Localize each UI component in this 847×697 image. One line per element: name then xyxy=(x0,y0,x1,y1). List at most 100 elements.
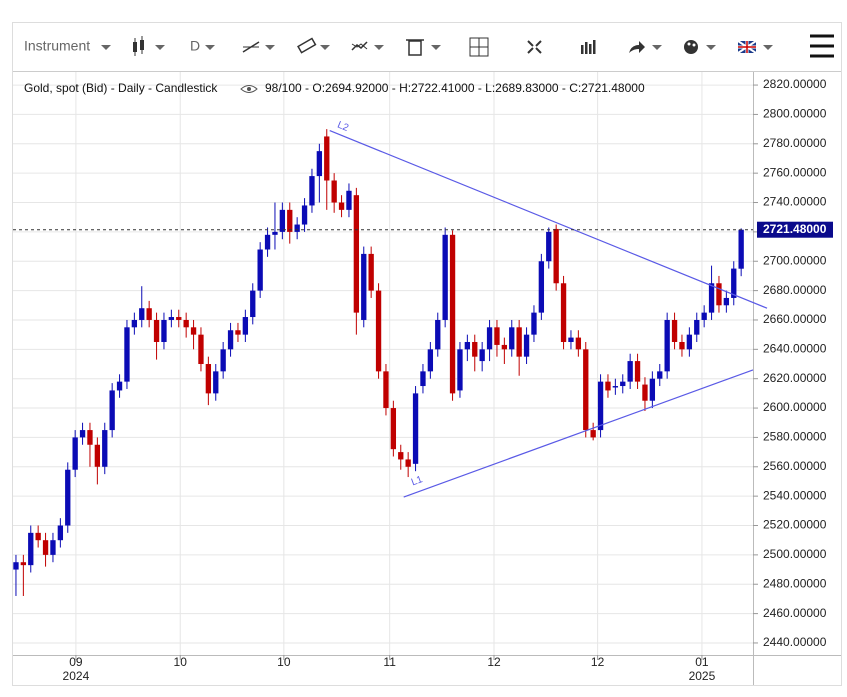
candle-body xyxy=(575,337,582,350)
candle-body xyxy=(716,283,722,306)
candle-body xyxy=(176,317,182,320)
candle-body xyxy=(642,384,648,401)
candle-body xyxy=(146,308,152,320)
candle-body xyxy=(723,297,730,306)
candle-body xyxy=(272,231,278,235)
x-tick-label: 11 xyxy=(383,655,396,669)
candle-body xyxy=(375,290,382,372)
candle-body xyxy=(168,317,175,320)
y-tick-label: 2740.00000 xyxy=(763,195,827,209)
menu-button[interactable] xyxy=(810,34,834,58)
candle-body xyxy=(531,312,537,335)
candle-body xyxy=(671,319,678,342)
candle-body xyxy=(649,378,656,401)
toolbar-bg xyxy=(13,23,841,71)
eye-icon[interactable] xyxy=(240,85,258,93)
candle-body xyxy=(205,364,212,394)
candle-body xyxy=(65,469,71,526)
chart-type-button[interactable] xyxy=(133,36,165,56)
x-tick-label: 12 xyxy=(591,655,605,669)
candle-body xyxy=(50,540,56,555)
candle-body xyxy=(634,361,641,382)
draw-line-button[interactable] xyxy=(242,41,275,53)
plot xyxy=(13,72,753,655)
trend-line-label: L1 xyxy=(410,474,425,488)
candle-body xyxy=(701,312,707,320)
instrument-menu[interactable]: Instrument xyxy=(24,38,90,54)
language-button[interactable] xyxy=(737,40,773,54)
candle-body xyxy=(620,381,626,387)
candle-body xyxy=(435,319,441,350)
candle-body xyxy=(72,437,78,470)
candle-body xyxy=(390,408,397,450)
fullscreen-button[interactable] xyxy=(527,40,542,54)
y-tick-label: 2660.00000 xyxy=(763,312,827,326)
period-menu[interactable]: D xyxy=(190,38,200,54)
candle-body xyxy=(546,231,552,262)
candle-body xyxy=(346,190,352,210)
candle-body xyxy=(731,268,737,298)
candle-body xyxy=(227,330,234,350)
candle-body xyxy=(42,540,49,555)
candle-body xyxy=(309,176,315,206)
y-tick-label: 2440.00000 xyxy=(763,635,827,649)
share-button[interactable] xyxy=(629,41,662,53)
candle-body xyxy=(494,327,500,345)
candle-body xyxy=(605,381,611,391)
y-tick-label: 2640.00000 xyxy=(763,342,827,356)
candle-body xyxy=(250,290,256,318)
candle-body xyxy=(331,180,337,203)
crosshair-button[interactable] xyxy=(469,37,489,57)
candle-body xyxy=(738,229,744,269)
candle-body xyxy=(657,371,663,379)
y-tick-label: 2460.00000 xyxy=(763,606,827,620)
y-tick-label: 2760.00000 xyxy=(763,165,827,179)
y-tick-label: 2500.00000 xyxy=(763,547,827,561)
delete-button[interactable] xyxy=(406,39,441,56)
candle-body xyxy=(442,234,448,320)
candle-body xyxy=(338,202,345,210)
y-tick-label: 2520.00000 xyxy=(763,518,827,532)
y-tick-label: 2680.00000 xyxy=(763,283,827,297)
trend-line-label: L2 xyxy=(336,120,351,135)
candle-body xyxy=(316,151,323,177)
candle-body xyxy=(472,341,478,357)
theme-button[interactable] xyxy=(684,40,716,54)
candle-body xyxy=(412,393,419,464)
ohlc-info: 98/100 - O:2694.92000 - H:2722.41000 - L… xyxy=(265,81,645,95)
candle-body xyxy=(57,525,64,541)
candle-body xyxy=(398,452,404,460)
candle-body xyxy=(516,327,522,357)
indicators-button[interactable] xyxy=(581,40,596,54)
x-tick-label: 01 xyxy=(695,655,709,669)
candle-body xyxy=(116,381,123,391)
trend-line xyxy=(403,369,754,498)
candle-body xyxy=(464,341,471,350)
y-tick-label: 2820.00000 xyxy=(763,77,827,91)
candle-body xyxy=(538,261,545,313)
candle-body xyxy=(257,249,263,291)
candle-body xyxy=(353,195,360,313)
candle-body xyxy=(264,234,271,250)
candle-body xyxy=(28,532,34,566)
x-tick-label: 10 xyxy=(277,655,291,669)
candle-body xyxy=(590,430,596,438)
candle-body xyxy=(13,562,19,570)
candle-body xyxy=(235,330,241,335)
candle-body xyxy=(109,390,115,431)
y-tick-label: 2600.00000 xyxy=(763,400,827,414)
candle-body xyxy=(553,228,559,284)
measure-button[interactable] xyxy=(297,37,330,54)
y-tick-label: 2580.00000 xyxy=(763,430,827,444)
candle-body xyxy=(583,349,589,431)
candle-body xyxy=(449,234,456,394)
candle-body xyxy=(190,327,197,335)
candle-body xyxy=(523,334,530,357)
pattern-button[interactable] xyxy=(351,41,384,51)
candle-body xyxy=(294,224,300,232)
candle-body xyxy=(361,253,367,320)
candle-body xyxy=(213,371,219,394)
year-label: 2025 xyxy=(689,669,716,683)
candle-body xyxy=(501,344,508,350)
candle-body xyxy=(597,381,604,431)
